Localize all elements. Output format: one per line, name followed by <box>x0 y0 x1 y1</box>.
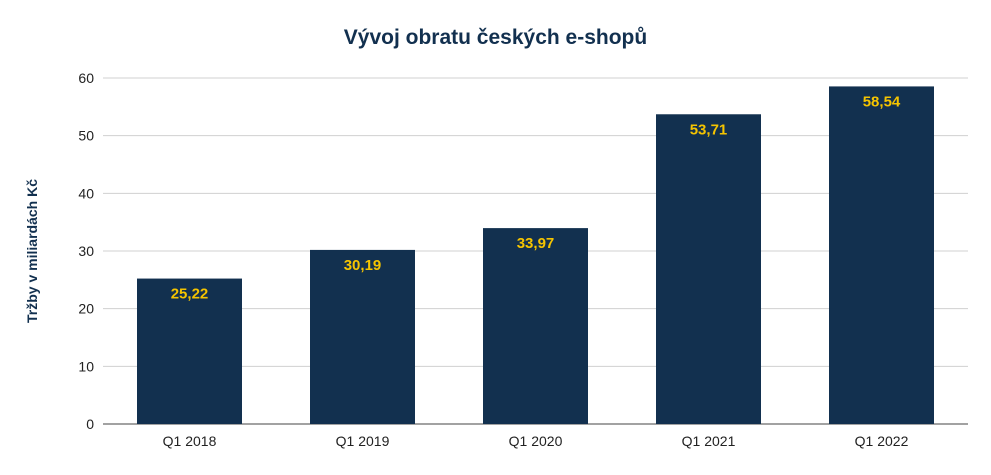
bar <box>829 86 934 424</box>
data-label: 53,71 <box>690 121 728 138</box>
y-tick-label: 0 <box>86 416 94 432</box>
y-tick-label: 10 <box>78 358 94 374</box>
bar <box>483 228 588 424</box>
bar <box>137 278 242 424</box>
bars: 25,22 30,19 33,97 53,71 58,54 <box>137 86 934 424</box>
data-label: 33,97 <box>517 235 555 252</box>
y-tick-label: 30 <box>78 243 94 259</box>
x-tick-label: Q1 2021 <box>682 433 736 449</box>
x-tick-label: Q1 2019 <box>336 433 390 449</box>
x-axis-ticks: Q1 2018 Q1 2019 Q1 2020 Q1 2021 Q1 2022 <box>163 433 909 449</box>
chart-title: Vývoj obratu českých e-shopů <box>343 26 648 49</box>
bar <box>310 249 415 424</box>
y-tick-label: 60 <box>78 70 94 86</box>
data-label: 58,54 <box>863 93 901 110</box>
y-axis-label: Tržby v miliardách Kč <box>24 179 40 323</box>
y-axis-ticks: 0 10 20 30 40 50 60 <box>78 70 94 432</box>
bar <box>656 114 761 424</box>
x-tick-label: Q1 2022 <box>855 433 909 449</box>
data-label: 25,22 <box>171 286 209 303</box>
y-tick-label: 20 <box>78 301 94 317</box>
y-tick-label: 40 <box>78 185 94 201</box>
y-tick-label: 50 <box>78 128 94 144</box>
data-label: 30,19 <box>344 257 382 274</box>
x-tick-label: Q1 2018 <box>163 433 217 449</box>
x-tick-label: Q1 2020 <box>509 433 563 449</box>
